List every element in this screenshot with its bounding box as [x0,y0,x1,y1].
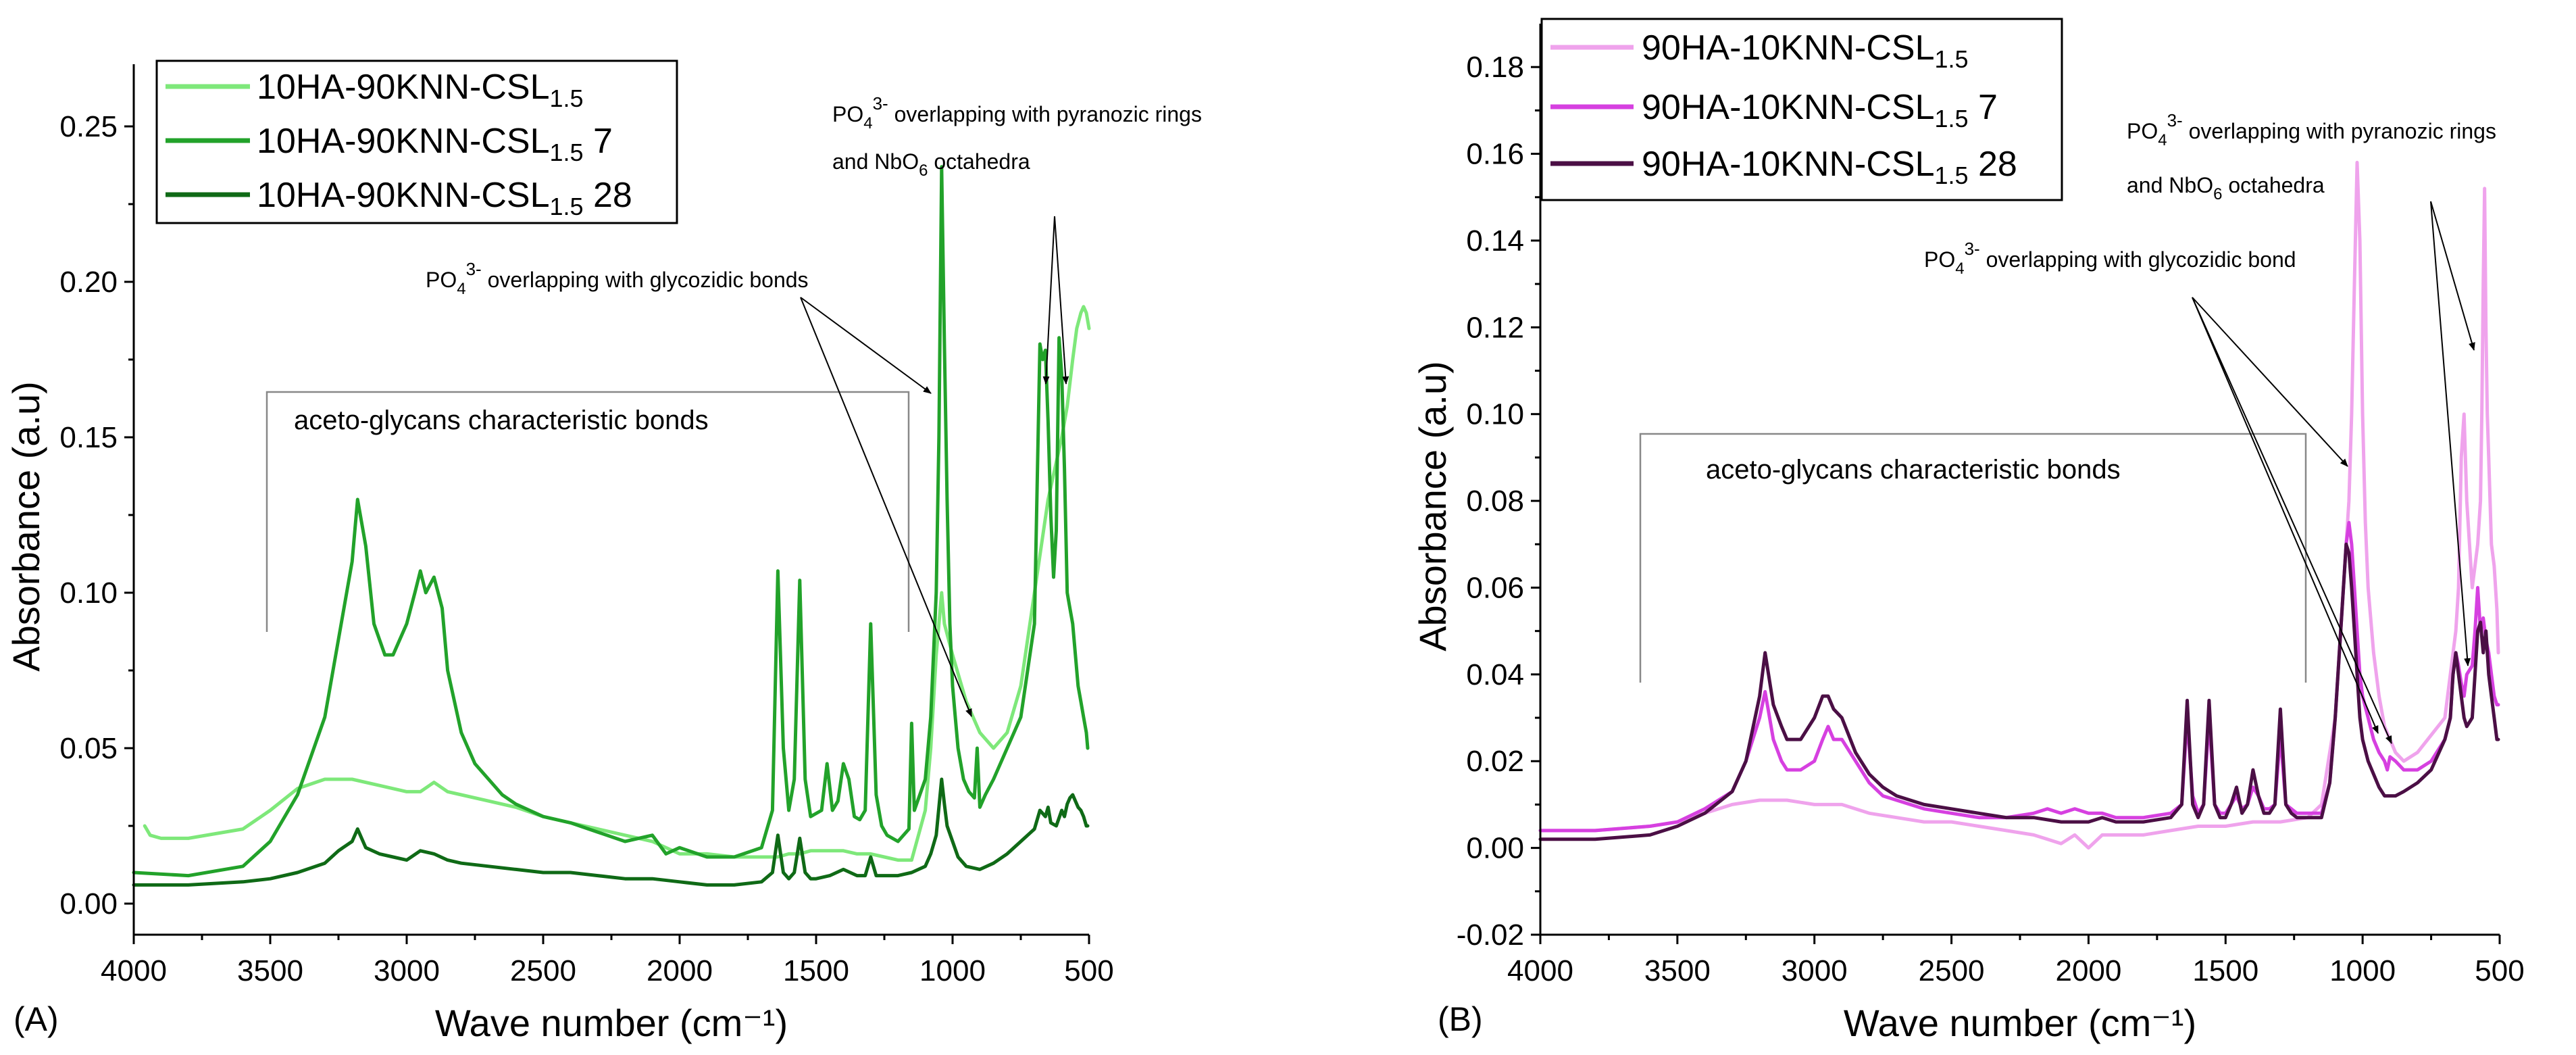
panel-b-legend-entry-2: 90HA-10KNN-CSL1.5 7 [1550,88,1998,132]
panel-a-x-tick-label: 1500 [783,954,849,987]
panel-a-y-tick-label: 0.25 [59,110,118,143]
panel-b-po4-pyra-line1: PO43- overlapping with pyranozic rings [2127,110,2496,149]
panel-a-y-axis-title: Absorbance (a.u) [5,381,47,672]
panel-b-legend-label-2: 90HA-10KNN-CSL1.5 7 [1642,88,1998,132]
panel-b-x-axis-title: Wave number (cm⁻¹) [1844,1002,2196,1044]
panel-b-x-tick-label: 2500 [1919,954,1985,987]
panel-b-legend: 90HA-10KNN-CSL1.5 90HA-10KNN-CSL1.5 7 90… [1540,18,2063,201]
panel-b-y-tick-label: 0.00 [1466,832,1524,865]
panel-a-bracket-label: aceto-glycans characteristic bonds [294,406,709,435]
panel-a-arrow-pyra-2 [1054,216,1069,385]
panel-a-y-tick-label: 0.10 [59,576,118,610]
panel-b-legend-label-3: 90HA-10KNN-CSL1.5 28 [1642,145,2017,189]
panel-b-label: (B) [1438,1000,1483,1038]
panel-a-y-tick-label: 0.20 [59,266,118,299]
panel-a-x-tick-label: 500 [1064,954,1113,987]
panel-a-y-tick-label: 0.00 [59,887,118,921]
panel-b-x-tick-label: 500 [2475,954,2524,987]
panel-a-arrow-glyco-2 [800,297,972,717]
panel-a-series-line-1 [143,305,1091,862]
panel-b-po4-pyra-line2: and NbO6 octahedra [2127,173,2325,203]
panel-a-po4-pyra-line1: PO43- overlapping with pyranozic rings [832,93,1202,132]
panel-b-po4-glyco-label: PO43- overlapping with glycozidic bond [1924,239,2296,278]
panel-a-series [132,165,1091,887]
panel-a-series-line-3 [132,777,1090,887]
panel-a-x-tick-label: 2000 [647,954,713,987]
panel-a-arrow-pyra-1 [1042,216,1055,385]
panel-a-legend-label-3: 10HA-90KNN-CSL1.5 28 [257,176,632,220]
panel-a-label: (A) [14,1000,59,1038]
panel-a-x-axis-title: Wave number (cm⁻¹) [435,1002,788,1044]
panel-a-arrow-glyco-1 [800,297,932,394]
panel-a-legend: 10HA-90KNN-CSL1.5 10HA-90KNN-CSL1.5 7 10… [155,59,678,224]
panel-b-bracket [1639,433,2307,683]
panel-a-y-tick-label: 0.15 [59,421,118,454]
panel-a-y-tick-label: 0.05 [59,732,118,765]
panel-b-arrow-glyco-1 [2192,297,2348,467]
panel-b-x-tick-label: 4000 [1507,954,1573,987]
panel-b-y-tick-label: 0.16 [1466,138,1524,171]
panel-a-x-tick-label: 3500 [237,954,303,987]
panel-b-series-line-1 [1538,160,2500,850]
panel-b-series [1538,160,2500,850]
panel-b-arrow-glyco-2 [2192,297,2379,734]
panel-a: 4000 3500 3000 2500 2000 1500 1000 500 0.00 0.05 0… [5,59,1202,1044]
panel-b-x-tick-label: 1000 [2329,954,2396,987]
panel-a-legend-entry-3: 10HA-90KNN-CSL1.5 28 [166,176,632,220]
panel-b-x-tick-label: 3500 [1644,954,1711,987]
panel-a-po4-pyra-line2: and NbO6 octahedra [832,149,1030,180]
panel-b-legend-label-1: 90HA-10KNN-CSL1.5 [1642,28,1969,73]
panel-b-arrow-pyra-1 [2430,201,2475,351]
panel-a-bracket [266,391,910,632]
panel-b-x-tick-label: 2000 [2055,954,2121,987]
panel-b-series-line-3 [1538,542,2500,841]
panel-a-legend-label-2: 10HA-90KNN-CSL1.5 7 [257,122,613,166]
panel-b-y-axis-title: Absorbance (a.u) [1411,361,1454,652]
panel-a-series-line-2 [132,165,1090,878]
panel-a-legend-entry-2: 10HA-90KNN-CSL1.5 7 [166,122,613,166]
panel-b-legend-entry-1: 90HA-10KNN-CSL1.5 [1550,28,1969,73]
panel-b-y-tick-label: 0.06 [1466,571,1524,604]
panel-a-x-tick-label: 1000 [919,954,986,987]
panel-b-x-tick-label: 3000 [1782,954,1848,987]
panel-a-x-tick-label: 4000 [101,954,167,987]
panel-b-series-line-2 [1538,520,2500,833]
panel-b-legend-entry-3: 90HA-10KNN-CSL1.5 28 [1550,145,2017,189]
panel-b-y-tick-label: 0.08 [1466,485,1524,518]
panel-b-arrow-pyra-2 [2430,201,2471,666]
panel-b-bracket-label: aceto-glycans characteristic bonds [1706,455,2121,485]
panel-a-x-tick-label: 3000 [374,954,440,987]
panel-b-y-tick-label: 0.02 [1466,745,1524,778]
panel-a-legend-label-1: 10HA-90KNN-CSL1.5 [257,68,584,112]
panel-a-axes: 4000 3500 3000 2500 2000 1500 1000 500 0.00 0.05 0… [5,64,1114,1044]
panel-b-y-tick-label: -0.02 [1457,918,1524,952]
panel-b-y-tick-label: 0.12 [1466,311,1524,344]
panel-b-y-tick-label: 0.18 [1466,51,1524,84]
panel-b: 4000 3500 3000 2500 2000 1500 1000 500 -0.02 0.00… [1411,18,2525,1044]
panel-b-x-tick-label: 1500 [2192,954,2258,987]
panel-b-y-tick-label: 0.10 [1466,398,1524,431]
panel-b-axes: 4000 3500 3000 2500 2000 1500 1000 500 -0.02 0.00… [1411,24,2525,1044]
panel-b-y-tick-label: 0.04 [1466,658,1524,691]
panel-b-y-tick-label: 0.14 [1466,224,1524,257]
panel-b-arrow-glyco-3 [2192,297,2392,744]
panel-a-legend-entry-1: 10HA-90KNN-CSL1.5 [166,68,584,112]
panel-a-x-tick-label: 2500 [510,954,576,987]
panel-a-po4-glyco-label: PO43- overlapping with glycozidic bonds [426,259,809,298]
